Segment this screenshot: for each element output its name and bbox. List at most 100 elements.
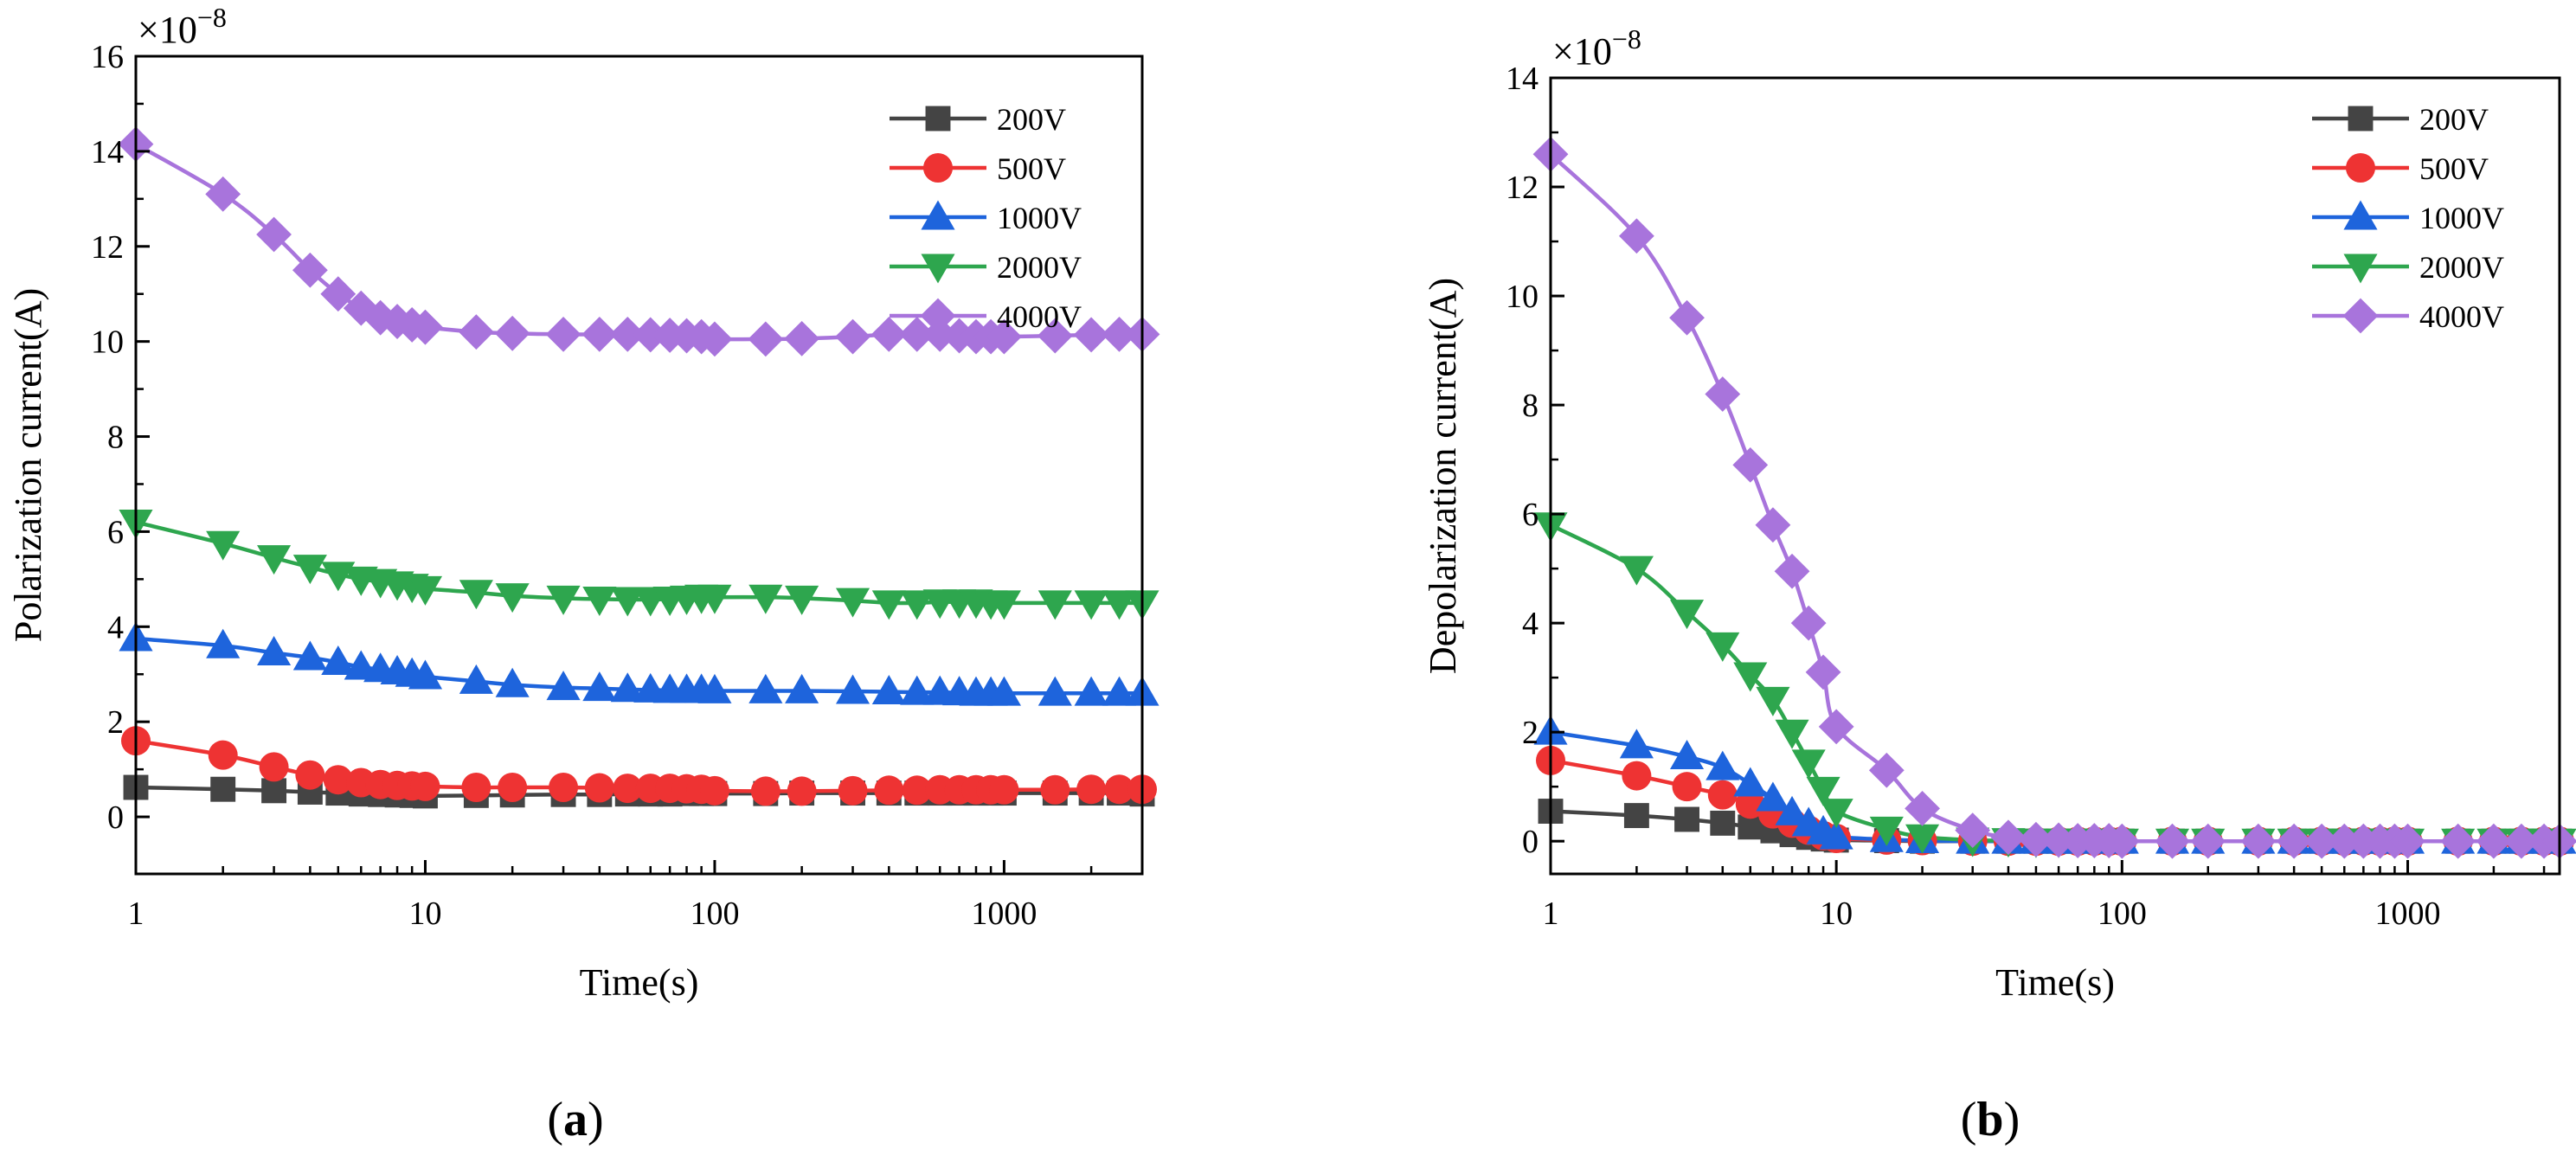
- panel-a-point-500V: [498, 773, 528, 803]
- panel-a-y-tick-label: 16: [91, 39, 124, 75]
- panel-b-point-4000V: [1990, 819, 2027, 856]
- panel-b-series: [1549, 152, 2560, 844]
- panel-a-point-500V: [549, 773, 579, 803]
- panel-b-point-500V: [1707, 780, 1738, 810]
- panel-b-label: (b): [1961, 1093, 2020, 1146]
- panel-a-legend-label-200V: 200V: [997, 102, 1066, 137]
- panel-a-point-4000V: [581, 317, 618, 352]
- panel-a-y-tick-label: 0: [107, 799, 124, 836]
- panel-b-legend-label-200V: 200V: [2419, 102, 2489, 137]
- panel-a-point-1000V: [495, 667, 530, 697]
- panel-a-point-2000V: [495, 583, 530, 613]
- panel-b-point-4000V: [1705, 376, 1741, 412]
- panel-b-point-4000V: [2503, 823, 2540, 859]
- panel-a-x-tick-label: 10: [408, 896, 441, 932]
- panel-a-point-1000V: [206, 628, 241, 658]
- panel-b-y-tick-label: 10: [1506, 279, 1539, 315]
- panel-a-point-1000V: [408, 659, 443, 690]
- panel-a-point-2000V: [292, 555, 327, 585]
- panel-a-point-1000V: [697, 673, 732, 703]
- panel-a-markers: [118, 126, 1160, 809]
- panel-b-chart: 1 10 100 1000 0 2 4 6 8 10 12 14 ×10−8 Time(s) Depo…: [1422, 23, 2576, 1146]
- panel-b-point-4000V: [1732, 446, 1769, 483]
- panel-b-legend-label-4000V: 4000V: [2419, 299, 2504, 334]
- panel-a-legend-label-1000V: 1000V: [997, 201, 1082, 235]
- panel-b-point-4000V: [2326, 823, 2362, 859]
- panel-b-point-4000V: [1618, 218, 1654, 254]
- panel-b-y-tick-label: 14: [1506, 61, 1539, 97]
- panel-a-point-1000V: [582, 671, 617, 702]
- panel-b-ticks: 1 10 100 1000 0 2 4 6 8 10 12 14: [1506, 61, 2546, 932]
- panel-b-legend-marker-4000V: [2342, 298, 2379, 334]
- panel-a-point-4000V: [633, 317, 669, 353]
- panel-b-point-500V: [1622, 761, 1652, 791]
- panel-a-label: (a): [547, 1093, 603, 1146]
- panel-a-legend-marker-2000V: [921, 254, 955, 284]
- panel-a-point-2000V: [900, 590, 935, 620]
- panel-a-point-500V: [1040, 774, 1070, 805]
- panel-a-point-4000V: [1037, 318, 1073, 354]
- panel-b-point-2000V: [1733, 662, 1768, 692]
- panel-a-point-500V: [410, 771, 440, 801]
- panel-a-point-1000V: [1037, 676, 1072, 706]
- panel-a-point-4000V: [494, 315, 530, 351]
- panel-a-y-tick-label: 2: [107, 704, 124, 741]
- panel-a-point-1000V: [292, 640, 327, 671]
- panel-b-point-200V: [1710, 810, 1736, 836]
- panel-b-y-tick-label: 4: [1522, 606, 1539, 642]
- panel-a-y-tick-label: 6: [107, 514, 124, 550]
- panel-b-y-multiplier: ×10−8: [1552, 23, 1641, 73]
- panel-b-point-200V: [1623, 803, 1649, 829]
- panel-a-point-2000V: [610, 587, 645, 617]
- panel-b-legend-label-500V: 500V: [2419, 151, 2489, 186]
- panel-a-point-2000V: [871, 590, 906, 620]
- panel-b-point-4000V: [2303, 823, 2340, 859]
- panel-a-point-1000V: [257, 635, 292, 665]
- panel-a-point-2000V: [257, 545, 292, 575]
- panel-b-point-500V: [1672, 772, 1702, 802]
- panel-a-x-tick-label: 1000: [971, 896, 1037, 932]
- panel-a-point-2000V: [986, 590, 1021, 620]
- panel-a-legend-label-4000V: 4000V: [997, 299, 1082, 334]
- panel-b-legend-marker-1000V: [2343, 200, 2378, 230]
- panel-b-x-tick-label: 100: [2097, 896, 2147, 932]
- panel-a-point-2000V: [459, 580, 493, 610]
- panel-a-point-500V: [699, 775, 729, 806]
- panel-a-point-500V: [208, 740, 238, 770]
- panel-b-point-2000V: [1806, 776, 1840, 806]
- panel-a-point-4000V: [986, 318, 1022, 355]
- panel-a-point-4000V: [899, 317, 935, 352]
- panel-b-point-2000V: [1706, 632, 1740, 662]
- panel-b-point-4000V: [2476, 823, 2512, 859]
- panel-a-point-500V: [1104, 774, 1134, 805]
- panel-b-y-tick-label: 8: [1522, 388, 1539, 424]
- panel-a-y-axis-title: Polarization current(A): [7, 288, 49, 642]
- panel-a-point-500V: [874, 775, 904, 806]
- panel-a-point-4000V: [697, 321, 733, 357]
- panel-b-series-line-4000V: [1549, 152, 2560, 844]
- panel-a-x-axis-title: Time(s): [580, 961, 699, 1004]
- panel-a-point-4000V: [256, 216, 292, 253]
- panel-b-plot-frame: [1549, 76, 2561, 876]
- panel-a-y-tick-label: 10: [91, 324, 124, 361]
- panel-a-point-1000V: [1102, 676, 1137, 706]
- panel-a-legend-marker-200V: [925, 106, 951, 132]
- panel-b-legend-marker-500V: [2346, 153, 2375, 183]
- panel-b-series-line-2000V: [1549, 523, 2560, 844]
- panel-a-point-4000V: [408, 309, 443, 345]
- panel-a-point-4000V: [941, 318, 978, 354]
- panel-a-point-1000V: [610, 672, 645, 703]
- panel-b-point-4000V: [2276, 823, 2312, 859]
- panel-b-y-tick-label: 12: [1506, 170, 1539, 206]
- panel-a-point-4000V: [835, 318, 870, 355]
- panel-a-point-1000V: [986, 676, 1021, 706]
- panel-b-point-200V: [1674, 806, 1699, 832]
- panel-b-point-2000V: [1819, 799, 1853, 829]
- panel-a-point-4000V: [609, 317, 646, 352]
- panel-a-point-1000V: [321, 645, 356, 675]
- panel-b-point-1000V: [1669, 739, 1705, 769]
- panel-b-point-4000V: [1774, 553, 1810, 589]
- panel-a-series-line-4000V: [134, 142, 1143, 342]
- panel-a-point-500V: [584, 773, 614, 803]
